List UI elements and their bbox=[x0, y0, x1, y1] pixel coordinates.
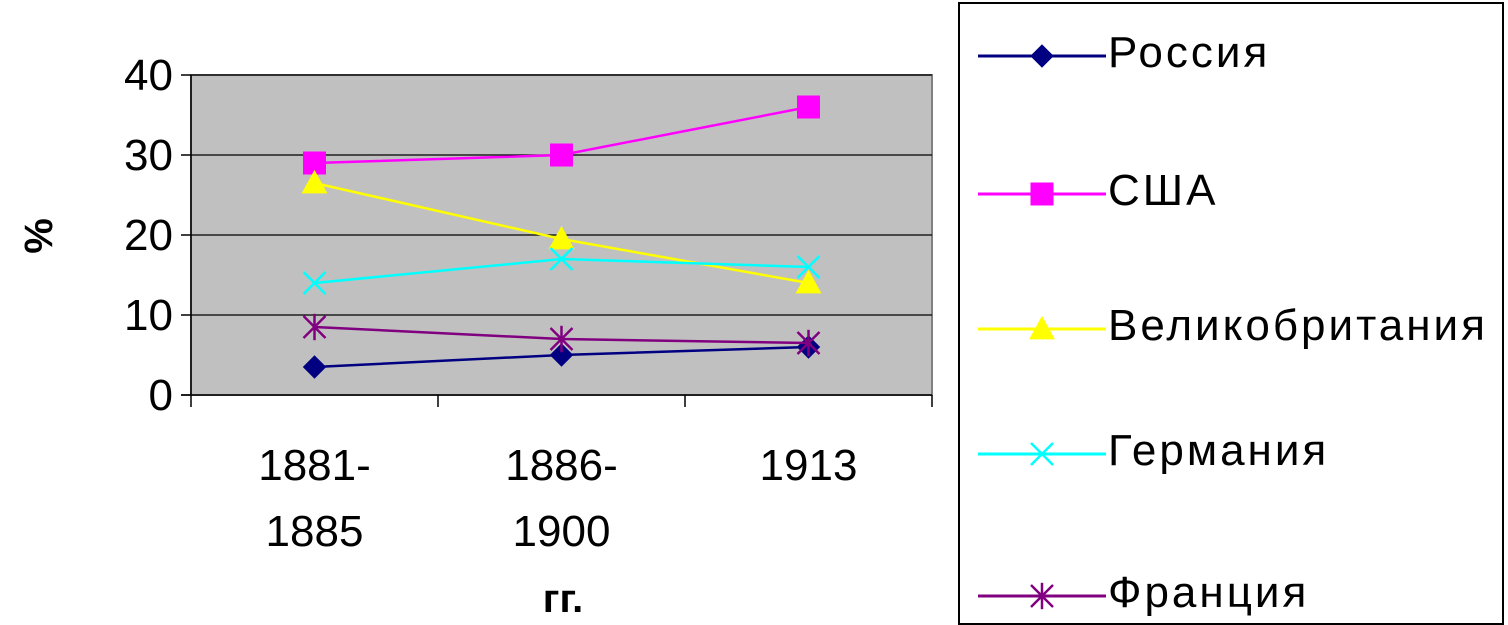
data-point bbox=[796, 329, 821, 357]
data-point bbox=[796, 255, 821, 279]
legend-label: США bbox=[1108, 166, 1219, 215]
legend-swatch bbox=[978, 582, 1106, 610]
legend-label: Франция bbox=[1108, 568, 1310, 617]
data-point bbox=[550, 143, 573, 167]
data-point bbox=[797, 95, 820, 119]
legend-item: Россия bbox=[978, 24, 1496, 82]
data-point bbox=[549, 247, 574, 271]
y-tick-label: 40 bbox=[124, 51, 173, 100]
legend-item: Великобритания bbox=[978, 297, 1496, 355]
y-tick-labels: 0 10 20 30 40 bbox=[124, 51, 191, 420]
data-point bbox=[302, 313, 327, 341]
x-tick-label: 1913 bbox=[760, 441, 858, 490]
y-tick-label: 20 bbox=[124, 211, 173, 260]
series-4 bbox=[302, 247, 821, 295]
x-tick-label: 1886-1900 bbox=[505, 441, 618, 556]
data-point bbox=[301, 169, 328, 194]
legend-item: Франция bbox=[978, 564, 1496, 622]
data-point bbox=[548, 225, 575, 250]
data-point bbox=[549, 325, 574, 353]
legend-label: Великобритания bbox=[1108, 301, 1488, 350]
x-axis-title: гг. bbox=[543, 577, 583, 621]
series-2 bbox=[303, 95, 820, 175]
line-chart: 0 10 20 30 40 1881-1885 1886-1900 1913 % гг. bbox=[17, 51, 933, 621]
data-point bbox=[549, 343, 574, 367]
series-3 bbox=[301, 169, 822, 294]
y-tick-label: 30 bbox=[124, 131, 173, 180]
x-tick-label: 1881-1885 bbox=[258, 441, 371, 556]
series-1 bbox=[302, 335, 821, 379]
y-tick-label: 10 bbox=[124, 291, 173, 340]
x-tick-labels: 1881-1885 1886-1900 1913 bbox=[190, 395, 933, 556]
series-lines bbox=[301, 95, 822, 379]
legend-item: США bbox=[978, 162, 1496, 220]
legend-label: Германия bbox=[1108, 426, 1330, 475]
data-point bbox=[302, 271, 327, 295]
legend-label: Россия bbox=[1108, 28, 1271, 77]
series-5 bbox=[302, 313, 821, 357]
y-axis-title: % bbox=[17, 218, 61, 254]
data-point bbox=[302, 355, 327, 379]
legend-swatch bbox=[978, 315, 1106, 340]
legend-swatch bbox=[978, 44, 1106, 68]
legend-swatch bbox=[978, 442, 1106, 466]
data-point bbox=[795, 269, 822, 294]
legend-item: Германия bbox=[978, 422, 1496, 480]
legend-swatch bbox=[978, 182, 1106, 206]
legend: Россия США Великобритания Германия Франция bbox=[958, 2, 1504, 625]
y-tick-label: 0 bbox=[149, 371, 173, 420]
